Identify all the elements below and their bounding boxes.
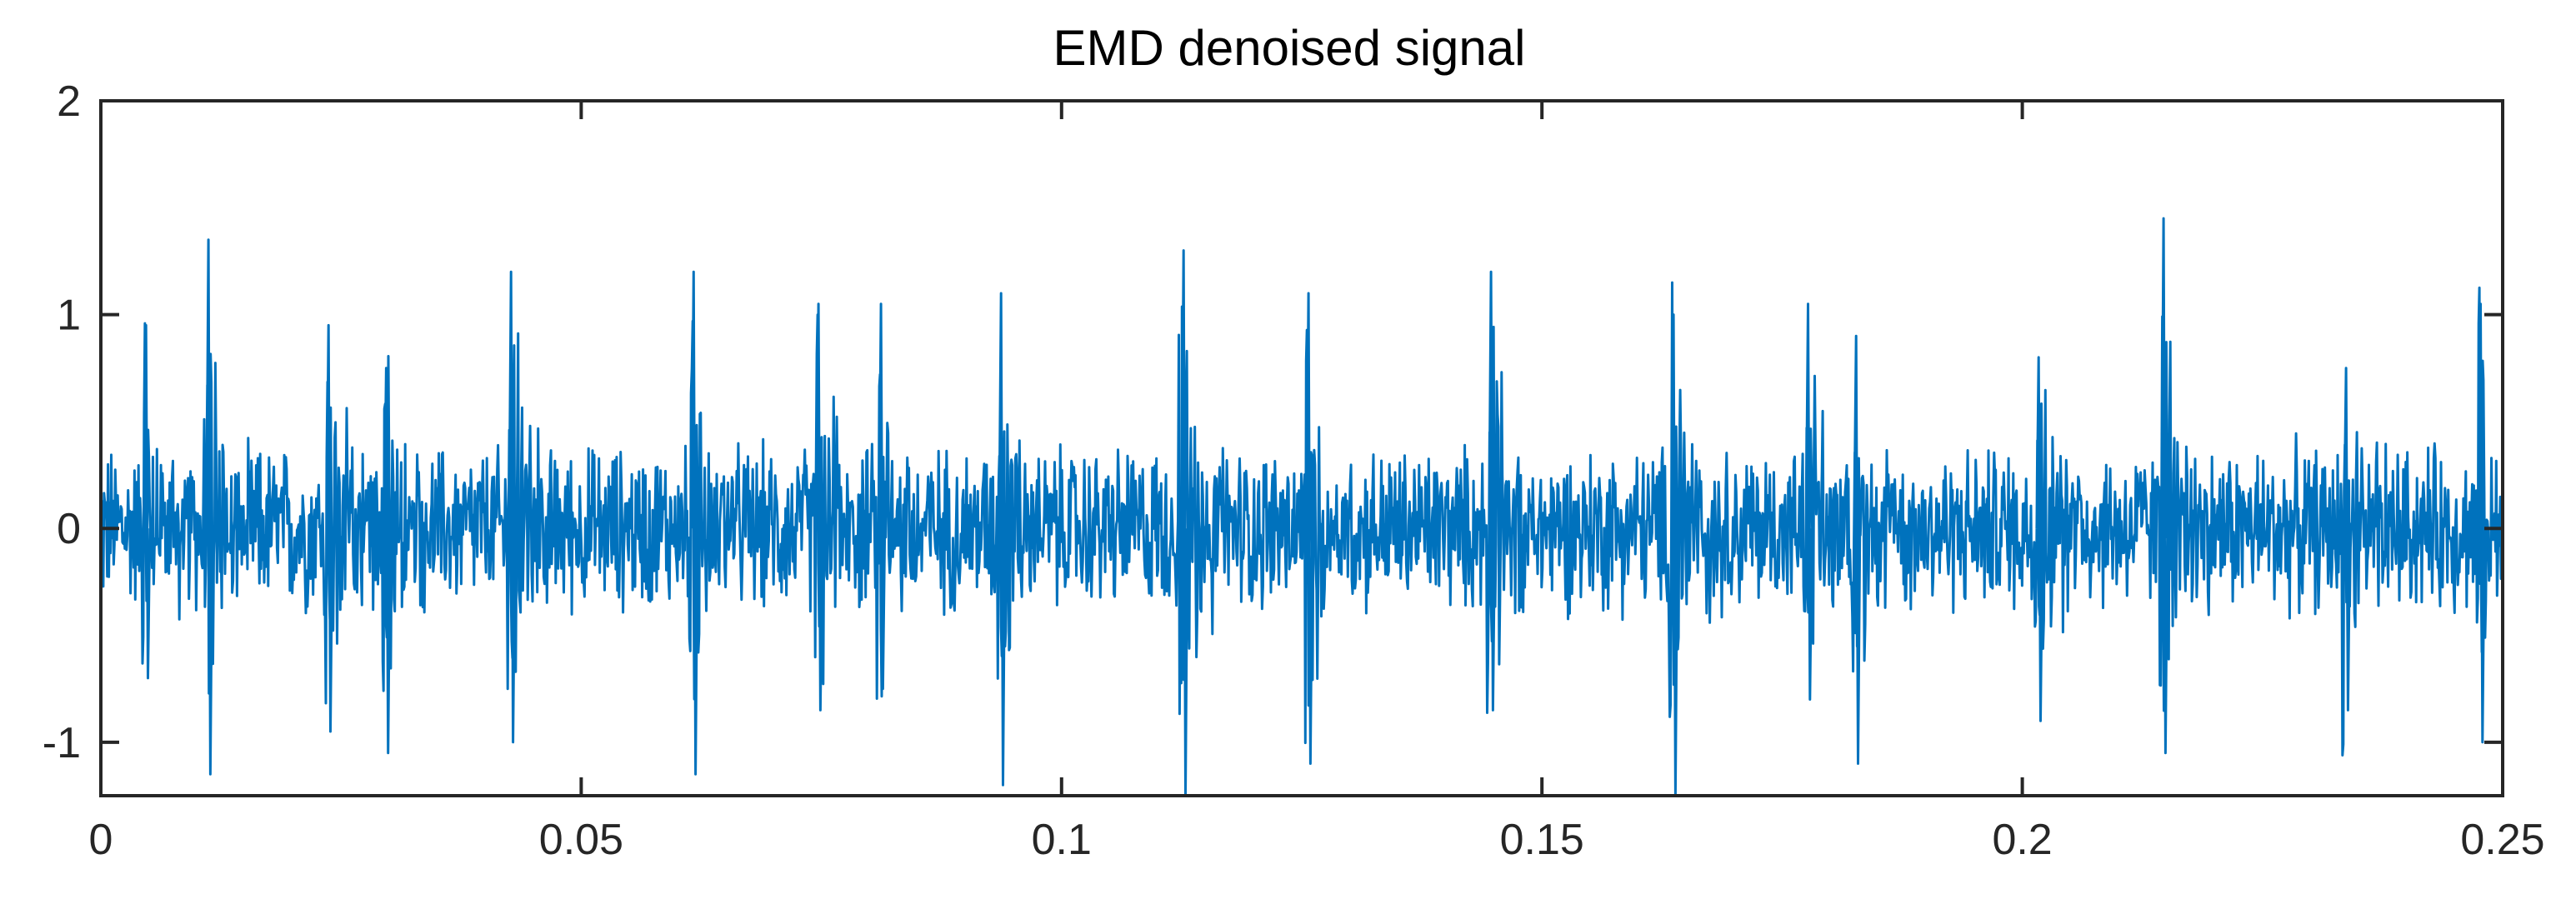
y-tick-label: 1 — [57, 292, 81, 340]
y-tick-label: -1 — [43, 719, 81, 767]
y-tick-label: 2 — [57, 77, 81, 126]
x-tick-label: 0 — [89, 816, 113, 864]
x-axis: 0 0.05 0.1 0.15 0.2 0.25 — [89, 101, 2545, 864]
x-tick-label: 0.25 — [2460, 816, 2544, 864]
axes-box — [99, 99, 2504, 797]
x-tick-label: 0.1 — [1032, 816, 1092, 864]
series-line-emd-denoised-signal — [99, 217, 2504, 797]
y-tick-label: 0 — [57, 505, 81, 553]
chart-title: EMD denoised signal — [1053, 20, 1526, 76]
x-tick-label: 0.15 — [1500, 816, 1584, 864]
y-axis: -1 0 1 2 — [43, 77, 2503, 767]
x-tick-label: 0.05 — [539, 816, 623, 864]
plot-area — [99, 99, 2504, 797]
x-tick-label: 0.2 — [1992, 816, 2052, 864]
